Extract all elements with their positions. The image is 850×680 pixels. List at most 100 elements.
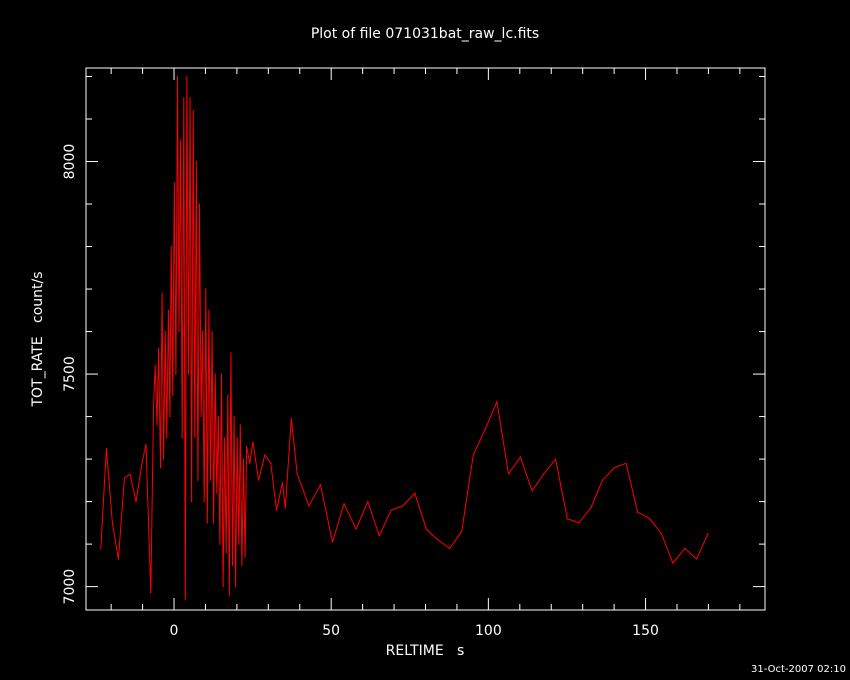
data-point bbox=[205, 288, 207, 290]
data-point bbox=[270, 462, 272, 464]
data-point bbox=[216, 492, 218, 494]
data-point bbox=[166, 437, 168, 439]
data-point bbox=[175, 373, 177, 375]
y-tick-label: 8000 bbox=[62, 144, 78, 180]
data-point bbox=[192, 109, 194, 112]
axis-tick-labels: 0 50 100 150 7000 7500 8000 bbox=[62, 144, 659, 639]
data-point bbox=[264, 454, 266, 456]
data-point bbox=[275, 509, 278, 511]
data-point bbox=[228, 594, 230, 596]
data-point bbox=[156, 424, 158, 426]
data-point bbox=[238, 543, 240, 545]
data-point bbox=[425, 528, 427, 530]
data-point bbox=[173, 182, 175, 184]
timestamp: 31-Oct-2007 02:10 bbox=[751, 664, 846, 675]
data-point bbox=[129, 473, 131, 475]
data-point bbox=[284, 507, 286, 509]
data-point bbox=[707, 532, 709, 535]
data-point bbox=[176, 75, 179, 78]
data-point bbox=[252, 441, 254, 443]
y-axis-label: TOT_RATE count/s bbox=[30, 271, 46, 407]
data-point bbox=[164, 331, 166, 333]
data-point bbox=[208, 309, 210, 311]
data-point bbox=[472, 454, 474, 456]
data-point bbox=[343, 503, 345, 505]
data-point bbox=[566, 518, 568, 520]
data-point bbox=[390, 509, 392, 511]
data-point bbox=[308, 505, 310, 507]
data-point bbox=[105, 447, 107, 450]
data-point bbox=[191, 501, 193, 503]
data-point bbox=[402, 505, 404, 507]
data-point bbox=[206, 522, 208, 524]
data-point bbox=[331, 541, 334, 543]
data-point bbox=[169, 416, 171, 418]
data-point bbox=[225, 552, 227, 554]
data-point bbox=[197, 479, 199, 481]
data-point bbox=[178, 331, 180, 333]
data-point bbox=[186, 75, 188, 78]
data-point bbox=[161, 292, 163, 294]
data-point bbox=[203, 501, 205, 503]
data-point bbox=[158, 348, 160, 350]
data-point bbox=[159, 467, 162, 469]
data-point bbox=[222, 586, 224, 588]
y-tick-label: 7000 bbox=[62, 569, 78, 605]
data-point bbox=[231, 564, 234, 567]
data-point bbox=[246, 445, 248, 447]
data-point bbox=[507, 473, 510, 475]
data-point bbox=[211, 331, 213, 333]
x-tick-label: 50 bbox=[322, 623, 340, 639]
data-point bbox=[281, 481, 284, 484]
data-point bbox=[672, 562, 674, 564]
data-point bbox=[135, 501, 137, 503]
data-point bbox=[170, 245, 172, 248]
data-point bbox=[378, 535, 380, 537]
data-point bbox=[461, 530, 463, 533]
data-point bbox=[214, 373, 216, 375]
data-point bbox=[649, 518, 651, 520]
x-tick-label: 0 bbox=[170, 623, 179, 639]
data-point bbox=[100, 547, 102, 550]
data-point bbox=[684, 547, 686, 550]
y-tick-label: 7500 bbox=[62, 356, 78, 392]
data-point bbox=[163, 458, 165, 460]
data-point bbox=[154, 365, 156, 367]
data-point bbox=[601, 479, 604, 481]
data-point bbox=[242, 458, 245, 460]
chart-title: Plot of file 071031bat_raw_lc.fits bbox=[311, 26, 539, 42]
data-point bbox=[543, 473, 545, 475]
data-point bbox=[181, 437, 183, 439]
data-point bbox=[290, 418, 292, 420]
data-point bbox=[184, 598, 186, 601]
data-point bbox=[249, 462, 251, 464]
data-point bbox=[367, 501, 369, 503]
data-point bbox=[195, 160, 197, 163]
data-point bbox=[555, 458, 557, 460]
data-point bbox=[111, 522, 113, 524]
data-point bbox=[230, 352, 232, 354]
data-point bbox=[219, 543, 221, 545]
data-point bbox=[189, 97, 191, 99]
data-point bbox=[183, 97, 185, 99]
series-points bbox=[100, 75, 709, 601]
data-point bbox=[355, 528, 357, 530]
data-point bbox=[224, 437, 226, 439]
data-point bbox=[296, 473, 298, 475]
data-point bbox=[236, 437, 238, 439]
data-point bbox=[437, 539, 439, 541]
x-tick-label: 100 bbox=[475, 623, 502, 639]
data-point bbox=[117, 558, 119, 560]
data-point bbox=[241, 564, 243, 567]
data-point bbox=[200, 416, 202, 418]
data-point bbox=[172, 394, 174, 396]
data-point bbox=[519, 456, 522, 458]
data-point bbox=[660, 532, 662, 535]
data-point bbox=[153, 403, 155, 405]
data-point bbox=[235, 586, 237, 588]
data-point bbox=[187, 373, 190, 375]
data-point bbox=[695, 558, 698, 560]
data-point bbox=[531, 490, 533, 492]
data-point bbox=[202, 331, 204, 333]
